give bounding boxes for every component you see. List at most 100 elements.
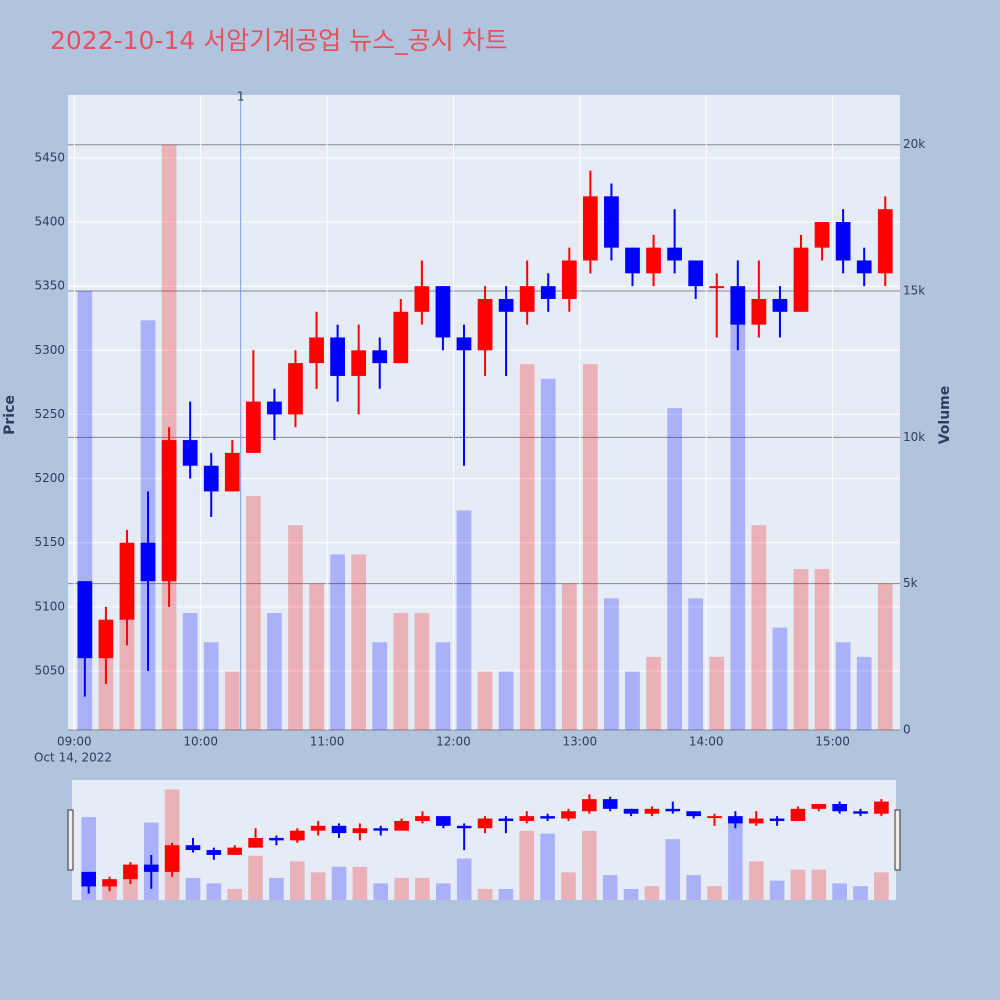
x-tick-label: 12:00 <box>436 735 471 749</box>
volume-bar <box>267 612 282 730</box>
y-tick-label: 5450 <box>34 150 65 164</box>
candle-body <box>646 247 661 274</box>
mini-volume-bar <box>352 866 368 900</box>
mini-volume-bar <box>540 833 555 900</box>
mini-candle-body <box>582 799 597 812</box>
mini-candle-body <box>561 811 576 819</box>
mini-volume-bar <box>415 877 430 900</box>
mini-volume-bar <box>748 861 764 900</box>
candle-body <box>182 440 198 466</box>
mini-volume-bar <box>373 883 389 900</box>
candle-body <box>667 247 682 261</box>
mini-candle-body <box>352 828 368 834</box>
range-handle[interactable] <box>894 809 901 871</box>
mini-candle-body <box>185 845 201 851</box>
mini-candle-body <box>436 816 451 826</box>
y-tick-label: 5200 <box>34 471 65 485</box>
mini-volume-bar <box>561 872 576 900</box>
y2-tick-label: 5k <box>903 576 918 590</box>
volume-bar <box>709 656 725 730</box>
candle-body <box>77 581 93 659</box>
mini-candle-body <box>227 847 243 855</box>
volume-bar <box>877 583 893 730</box>
mini-candle-body <box>728 816 743 824</box>
mini-candle-body <box>853 811 868 814</box>
mini-candle-body <box>331 825 347 834</box>
mini-volume-bar <box>686 875 701 900</box>
volume-bar <box>519 364 535 730</box>
candle-body <box>540 286 556 299</box>
x-date-label: Oct 14, 2022 <box>34 751 112 765</box>
candle-body <box>435 286 451 338</box>
mini-volume-bar <box>853 886 868 900</box>
candle-body <box>98 619 114 659</box>
mini-candle-body <box>665 808 681 812</box>
volume-bar <box>372 642 388 730</box>
mini-candle-body <box>707 816 722 819</box>
volume-bar <box>98 642 114 730</box>
mini-volume-bar <box>248 855 263 900</box>
x-tick-label: 09:00 <box>57 735 92 749</box>
mini-volume-bar <box>102 883 117 900</box>
volume-bar <box>751 525 767 730</box>
volume-bar <box>393 612 409 730</box>
mini-volume-bar <box>728 819 743 900</box>
candle-body <box>393 311 409 364</box>
rangeslider-area <box>72 780 896 900</box>
mini-candle-body <box>310 825 326 831</box>
x-tick-label: 10:00 <box>183 735 218 749</box>
range-handle[interactable] <box>67 809 74 871</box>
plot-area <box>68 95 900 730</box>
chart-title: 2022-10-14 서암기계공업 뉴스_공시 차트 <box>50 26 508 55</box>
candle-body <box>730 286 746 325</box>
mini-volume-bar <box>874 872 889 900</box>
volume-bar <box>330 554 345 730</box>
mini-candle-body <box>206 850 222 855</box>
x-tick-label: 14:00 <box>689 735 724 749</box>
mini-candle-body <box>832 804 847 812</box>
volume-bar <box>309 583 324 730</box>
x-tick-label: 13:00 <box>563 735 598 749</box>
candle-body <box>856 260 872 274</box>
volume-bar <box>119 598 135 730</box>
y-tick-label: 5350 <box>34 279 65 293</box>
candle-body <box>519 286 535 312</box>
candle-body <box>224 452 240 492</box>
mini-volume-bar <box>394 877 409 900</box>
mini-volume-bar <box>602 875 618 900</box>
volume-bar <box>182 612 198 730</box>
volume-bar <box>288 525 303 730</box>
y-tick-label: 5250 <box>34 407 65 421</box>
mini-candle-body <box>686 811 701 817</box>
candle-body <box>288 363 303 415</box>
candle-body <box>625 247 640 274</box>
mini-candle-body <box>769 818 785 821</box>
mini-candle-body <box>81 871 96 887</box>
volume-bar <box>456 510 472 730</box>
volume-bar <box>435 642 451 730</box>
volume-bar <box>203 642 219 730</box>
x-tick-label: 11:00 <box>310 735 345 749</box>
y-tick-label: 5100 <box>34 599 65 613</box>
mini-volume-bar <box>707 886 722 900</box>
candle-body <box>793 247 809 312</box>
mini-candle-body <box>143 864 159 872</box>
volume-bar <box>772 627 788 730</box>
mini-volume-bar <box>289 861 305 900</box>
volume-bar <box>561 583 577 730</box>
mini-volume-bar <box>185 877 201 900</box>
candle-body <box>751 298 767 325</box>
annotation-text: 1 <box>237 90 245 104</box>
mini-volume-bar <box>832 883 847 900</box>
mini-candle-body <box>394 820 409 831</box>
volume-bar <box>351 554 367 730</box>
candle-body <box>351 350 367 376</box>
mini-volume-bar <box>623 888 639 900</box>
mini-candle-body <box>602 799 618 809</box>
volume-bar <box>730 305 746 730</box>
y2-tick-label: 20k <box>903 137 925 151</box>
candle-body <box>561 260 577 299</box>
mini-candle-body <box>248 837 263 848</box>
volume-bar <box>245 495 261 730</box>
volume-bar <box>224 671 240 730</box>
